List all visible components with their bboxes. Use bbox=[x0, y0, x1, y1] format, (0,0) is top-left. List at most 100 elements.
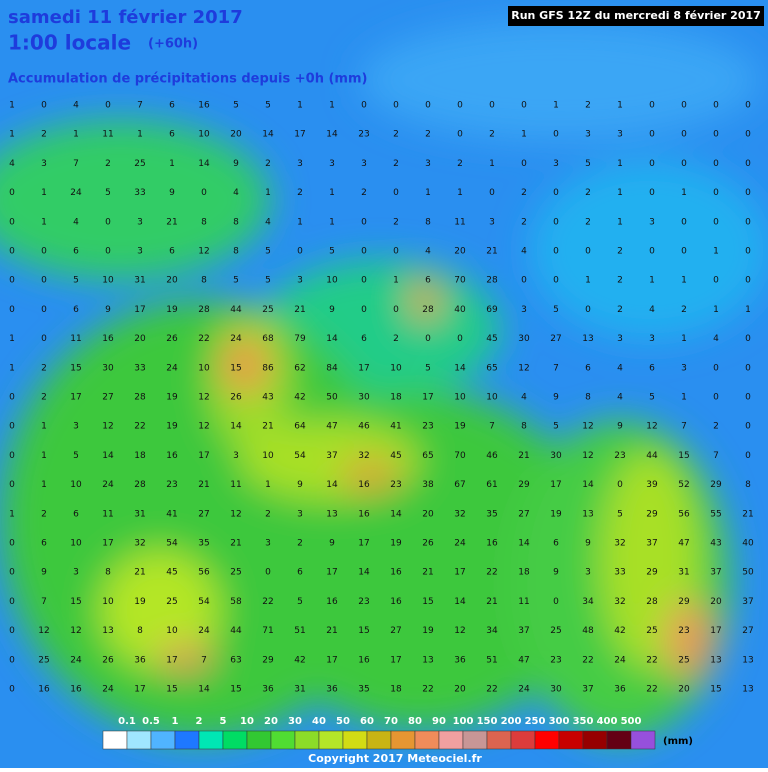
grid-value: 6 bbox=[361, 334, 367, 344]
grid-value: 69 bbox=[486, 305, 498, 315]
grid-value: 12 bbox=[198, 422, 209, 432]
grid-value: 8 bbox=[105, 568, 111, 578]
grid-value: 3 bbox=[297, 159, 303, 169]
grid-value: 14 bbox=[390, 509, 402, 519]
grid-value: 6 bbox=[553, 539, 559, 549]
grid-value: 0 bbox=[9, 451, 15, 461]
grid-value: 0 bbox=[745, 276, 751, 286]
grid-value: 28 bbox=[486, 276, 498, 286]
grid-value: 21 bbox=[742, 509, 753, 519]
grid-value: 1 bbox=[41, 217, 47, 227]
grid-value: 14 bbox=[454, 363, 466, 373]
grid-value: 29 bbox=[518, 480, 530, 490]
grid-value: 0 bbox=[521, 276, 527, 286]
grid-value: 35 bbox=[486, 509, 497, 519]
grid-value: 14 bbox=[198, 685, 210, 695]
legend-label: 300 bbox=[549, 716, 570, 727]
grid-value: 4 bbox=[617, 393, 623, 403]
grid-value: 0 bbox=[553, 130, 559, 140]
grid-value: 17 bbox=[454, 568, 465, 578]
grid-value: 16 bbox=[358, 509, 370, 519]
legend-swatch bbox=[486, 730, 512, 750]
grid-value: 0 bbox=[393, 305, 399, 315]
grid-value: 2 bbox=[681, 305, 687, 315]
grid-value: 16 bbox=[102, 334, 114, 344]
grid-value: 8 bbox=[137, 626, 143, 636]
grid-value: 16 bbox=[198, 101, 210, 111]
grid-value: 0 bbox=[105, 101, 111, 111]
grid-value: 2 bbox=[489, 130, 495, 140]
grid-value: 21 bbox=[486, 597, 497, 607]
grid-value: 23 bbox=[678, 626, 689, 636]
grid-value: 0 bbox=[681, 130, 687, 140]
grid-value: 24 bbox=[614, 655, 626, 665]
grid-value: 1 bbox=[649, 276, 655, 286]
grid-value: 0 bbox=[745, 159, 751, 169]
legend-swatch bbox=[198, 730, 224, 750]
grid-value: 0 bbox=[681, 159, 687, 169]
grid-value: 0 bbox=[649, 101, 655, 111]
grid-value: 0 bbox=[713, 159, 719, 169]
grid-value: 23 bbox=[358, 130, 369, 140]
grid-value: 0 bbox=[489, 101, 495, 111]
grid-value: 40 bbox=[742, 539, 754, 549]
legend-swatch bbox=[126, 730, 152, 750]
legend-label: 2 bbox=[196, 716, 203, 727]
grid-value: 1 bbox=[489, 159, 495, 169]
legend-swatch bbox=[390, 730, 416, 750]
grid-value: 44 bbox=[646, 451, 658, 461]
grid-value: 2 bbox=[265, 159, 271, 169]
grid-value: 0 bbox=[9, 685, 15, 695]
run-info: Run GFS 12Z du mercredi 8 février 2017 bbox=[511, 9, 761, 22]
grid-value: 5 bbox=[73, 276, 79, 286]
grid-value: 2 bbox=[105, 159, 111, 169]
grid-value: 15 bbox=[358, 626, 369, 636]
grid-value: 7 bbox=[553, 363, 559, 373]
grid-value: 8 bbox=[201, 217, 207, 227]
grid-value: 2 bbox=[585, 101, 591, 111]
grid-value: 12 bbox=[454, 626, 465, 636]
grid-value: 0 bbox=[745, 422, 751, 432]
legend-swatch bbox=[174, 730, 200, 750]
grid-value: 4 bbox=[265, 217, 271, 227]
grid-value: 0 bbox=[713, 276, 719, 286]
grid-value: 11 bbox=[518, 597, 529, 607]
grid-value: 5 bbox=[233, 276, 239, 286]
grid-value: 84 bbox=[326, 363, 338, 373]
grid-value: 0 bbox=[201, 188, 207, 198]
grid-value: 21 bbox=[230, 539, 241, 549]
grid-value: 17 bbox=[294, 130, 305, 140]
grid-value: 13 bbox=[422, 655, 433, 665]
grid-value: 20 bbox=[230, 130, 242, 140]
grid-value: 37 bbox=[710, 568, 721, 578]
grid-value: 17 bbox=[550, 480, 561, 490]
grid-value: 4 bbox=[425, 247, 431, 257]
grid-value: 2 bbox=[425, 130, 431, 140]
grid-value: 10 bbox=[102, 276, 114, 286]
grid-value: 2 bbox=[457, 159, 463, 169]
grid-value: 20 bbox=[710, 597, 722, 607]
legend-swatch bbox=[342, 730, 368, 750]
grid-value: 31 bbox=[134, 509, 145, 519]
grid-value: 25 bbox=[166, 597, 177, 607]
grid-value: 47 bbox=[518, 655, 529, 665]
grid-value: 17 bbox=[390, 655, 401, 665]
grid-value: 14 bbox=[326, 480, 338, 490]
legend-label: 40 bbox=[312, 716, 326, 727]
grid-value: 10 bbox=[166, 626, 178, 636]
grid-value: 13 bbox=[710, 655, 721, 665]
grid-value: 0 bbox=[425, 334, 431, 344]
grid-value: 36 bbox=[326, 685, 338, 695]
grid-value: 7 bbox=[713, 451, 719, 461]
grid-value: 26 bbox=[166, 334, 178, 344]
legend-swatch bbox=[582, 730, 608, 750]
grid-value: 21 bbox=[294, 305, 305, 315]
grid-value: 1 bbox=[713, 305, 719, 315]
grid-value: 4 bbox=[713, 334, 719, 344]
grid-value: 1 bbox=[681, 393, 687, 403]
grid-value: 0 bbox=[9, 655, 15, 665]
grid-value: 20 bbox=[678, 685, 690, 695]
grid-value: 21 bbox=[518, 451, 529, 461]
legend-swatch bbox=[294, 730, 320, 750]
grid-value: 35 bbox=[358, 685, 369, 695]
